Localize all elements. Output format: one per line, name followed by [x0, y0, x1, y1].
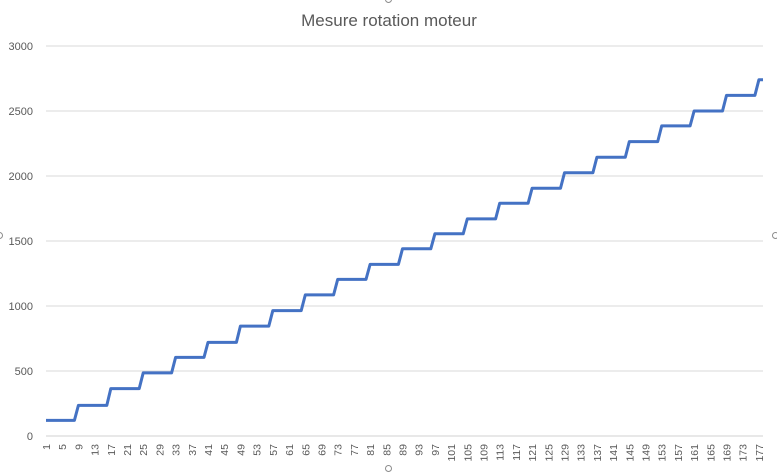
x-axis-tick-labels: 1 5 9 13 17 21 25 29 33 37 41 45 49 53 57 61 65 69 73 77 81 8…	[41, 444, 766, 462]
x-tick-label: 89	[397, 444, 409, 456]
x-tick-label: 69	[316, 444, 328, 456]
x-tick-label: 17	[106, 444, 118, 456]
chart-title: Mesure rotation moteur	[301, 11, 477, 30]
y-tick-label: 1000	[9, 301, 33, 313]
x-tick-label: 113	[495, 444, 507, 461]
x-tick-label: 25	[138, 444, 150, 456]
x-tick-label: 57	[268, 444, 280, 456]
x-tick-label: 133	[576, 444, 588, 462]
x-tick-label: 173	[738, 444, 750, 462]
x-tick-label: 21	[122, 444, 134, 456]
series-line	[46, 78, 763, 422]
x-tick-label: 85	[381, 444, 393, 456]
x-tick-label: 137	[592, 444, 604, 462]
x-tick-label: 109	[478, 444, 490, 462]
series-layer	[46, 78, 763, 422]
x-tick-label: 9	[73, 444, 85, 450]
x-tick-label: 169	[722, 444, 734, 462]
x-tick-label: 97	[430, 444, 442, 456]
x-tick-label: 93	[414, 444, 426, 456]
x-tick-label: 73	[333, 444, 345, 456]
x-tick-label: 37	[187, 444, 199, 456]
x-tick-label: 125	[543, 444, 555, 462]
x-tick-label: 121	[527, 444, 539, 462]
x-tick-label: 101	[446, 444, 458, 462]
y-tick-label: 2500	[9, 106, 33, 118]
x-tick-label: 49	[235, 444, 247, 456]
x-tick-label: 117	[511, 444, 523, 461]
gridlines	[46, 45, 763, 437]
x-tick-label: 145	[624, 444, 636, 462]
y-tick-label: 3000	[9, 41, 33, 53]
x-tick-label: 161	[689, 444, 701, 462]
y-tick-label: 1500	[9, 236, 33, 248]
x-tick-label: 77	[349, 444, 361, 456]
y-tick-label: 500	[15, 366, 33, 378]
x-tick-label: 165	[705, 444, 717, 462]
x-tick-label: 53	[252, 444, 264, 456]
x-tick-label: 13	[90, 444, 102, 456]
x-tick-label: 33	[171, 444, 183, 456]
x-tick-label: 105	[462, 444, 474, 462]
x-tick-label: 149	[641, 444, 653, 462]
y-axis-tick-labels: 0 500 1000 1500 2000 2500 3000	[9, 41, 33, 443]
x-tick-label: 157	[673, 444, 685, 462]
x-tick-label: 81	[365, 444, 377, 456]
x-tick-label: 29	[154, 444, 166, 456]
x-tick-label: 153	[657, 444, 669, 462]
x-tick-label: 141	[608, 444, 620, 462]
selection-handle-right-middle[interactable]	[772, 232, 777, 239]
x-tick-label: 65	[300, 444, 312, 456]
x-tick-label: 41	[203, 444, 215, 456]
y-tick-label: 0	[27, 431, 33, 443]
x-tick-label: 177	[754, 444, 766, 462]
x-tick-label: 5	[57, 444, 69, 450]
x-tick-label: 61	[284, 444, 296, 456]
y-tick-label: 2000	[9, 171, 33, 183]
x-tick-label: 45	[219, 444, 231, 456]
x-tick-label: 1	[41, 444, 53, 450]
x-tick-label: 129	[560, 444, 572, 462]
